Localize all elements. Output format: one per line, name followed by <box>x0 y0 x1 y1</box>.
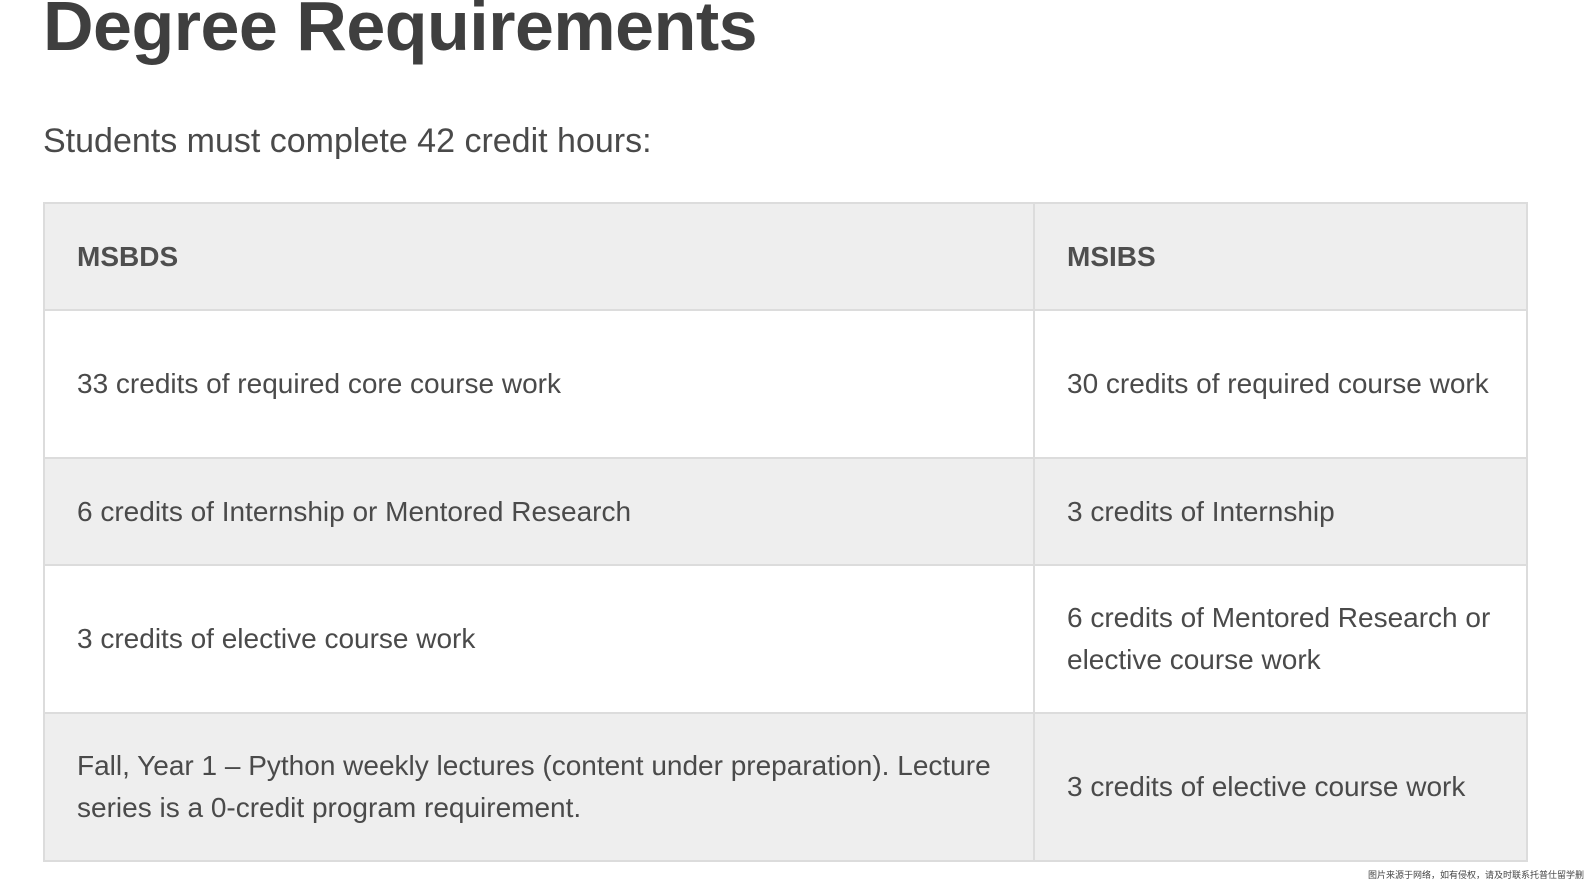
table-header-row: MSBDS MSIBS <box>43 202 1528 311</box>
header-msbds: MSBDS <box>43 202 1035 311</box>
watermark-text: 图片来源于网络，如有侵权，请及时联系托普仕留学删 <box>1367 871 1584 881</box>
table-row: Fall, Year 1 – Python weekly lectures (c… <box>43 712 1528 862</box>
table-cell: 3 credits of elective course work <box>1033 712 1528 862</box>
table-cell: 6 credits of Mentored Research or electi… <box>1033 564 1528 714</box>
header-msibs: MSIBS <box>1033 202 1528 311</box>
table-cell: 33 credits of required core course work <box>43 309 1035 459</box>
table-cell: 3 credits of Internship <box>1033 457 1528 566</box>
table-cell: 30 credits of required course work <box>1033 309 1528 459</box>
table-cell: 3 credits of elective course work <box>43 564 1035 714</box>
table-cell: 6 credits of Internship or Mentored Rese… <box>43 457 1035 566</box>
page-subtitle: Students must complete 42 credit hours: <box>43 122 652 160</box>
table-row: 33 credits of required core course work … <box>43 309 1528 459</box>
page-title: Degree Requirements <box>43 0 758 65</box>
table-cell: Fall, Year 1 – Python weekly lectures (c… <box>43 712 1035 862</box>
table-row: 3 credits of elective course work 6 cred… <box>43 564 1528 714</box>
requirements-table: MSBDS MSIBS 33 credits of required core … <box>43 202 1528 862</box>
table-row: 6 credits of Internship or Mentored Rese… <box>43 457 1528 566</box>
